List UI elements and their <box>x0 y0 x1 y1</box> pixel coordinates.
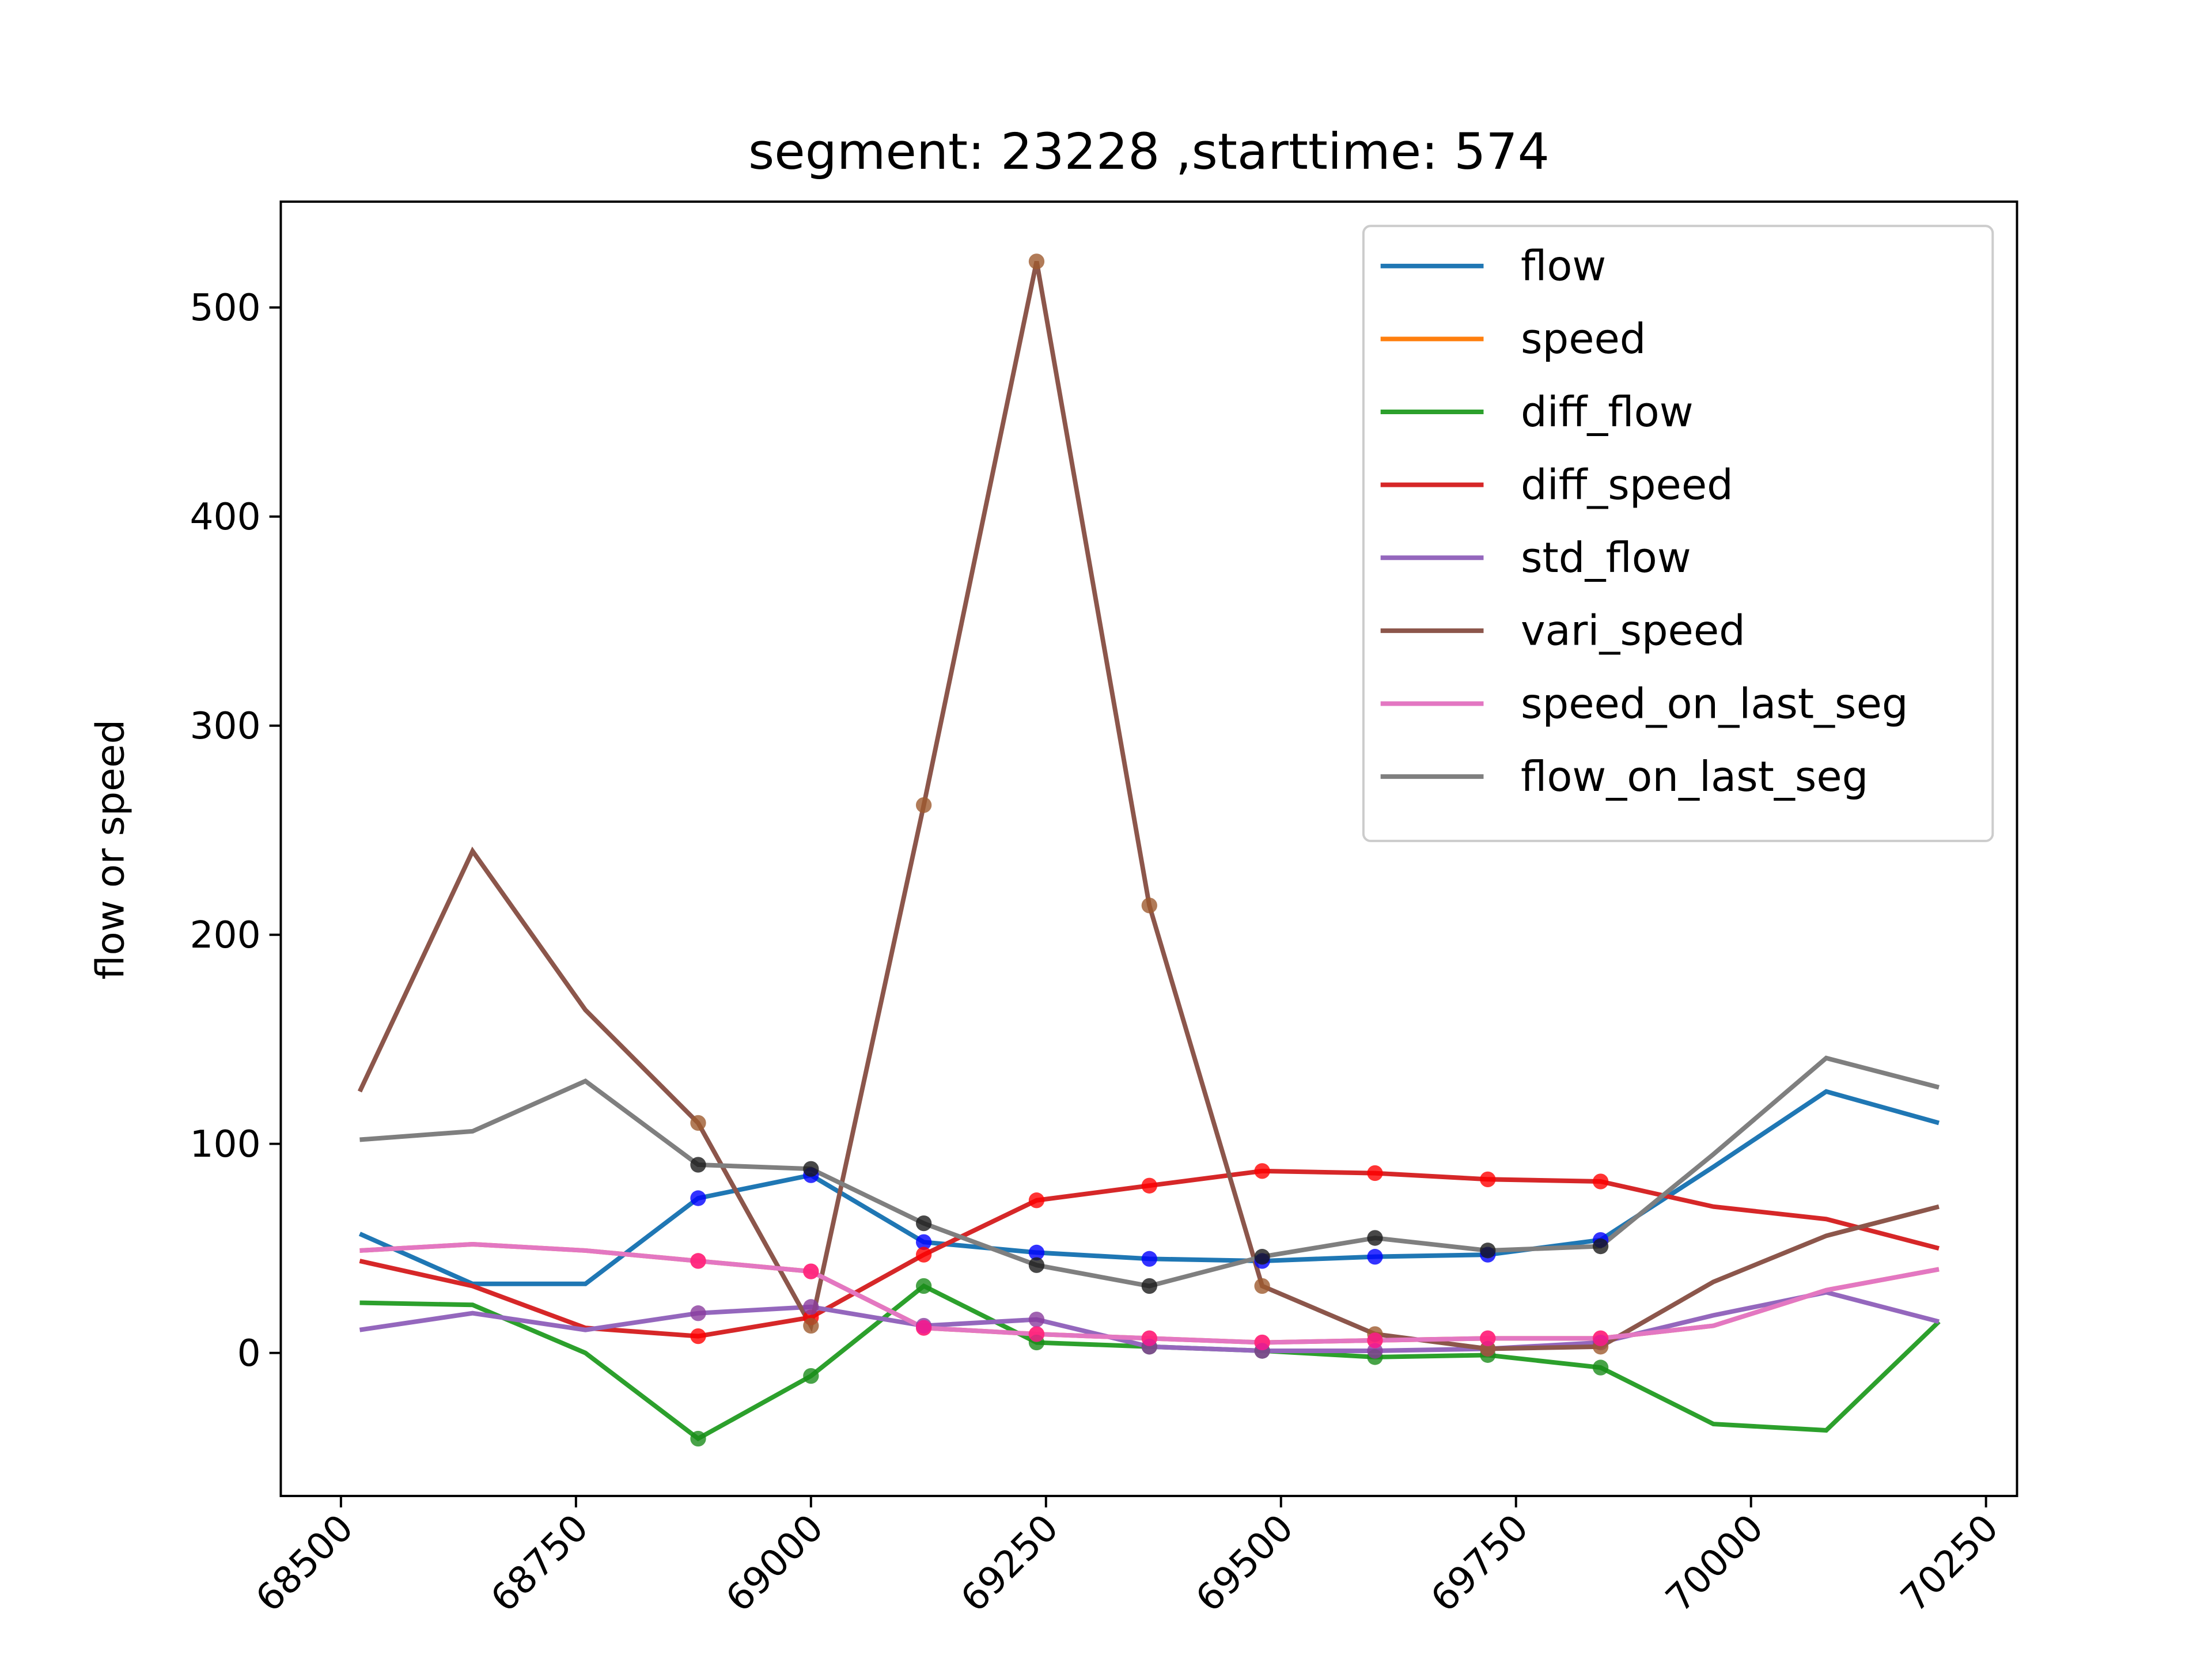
legend-label: diff_speed <box>1521 460 1733 509</box>
point-marker <box>1141 1251 1157 1267</box>
x-tick-label: 70000 <box>1658 1506 1772 1620</box>
point-marker <box>803 1368 819 1384</box>
point-marker <box>1592 1330 1609 1346</box>
x-tick-label: 68750 <box>483 1506 597 1620</box>
point-marker <box>1480 1330 1496 1346</box>
legend-label: vari_speed <box>1521 607 1745 655</box>
point-marker <box>803 1263 819 1279</box>
point-marker <box>1028 1311 1045 1328</box>
x-tick-label: 69250 <box>953 1506 1067 1620</box>
chart-title: segment: 23228 ,starttime: 574 <box>748 123 1550 181</box>
legend-box <box>1362 225 1994 842</box>
point-marker <box>690 1157 706 1173</box>
point-marker <box>915 1278 932 1294</box>
point-marker <box>1028 253 1045 270</box>
point-marker <box>1254 1334 1270 1351</box>
point-marker <box>915 1234 932 1250</box>
point-marker <box>690 1305 706 1321</box>
legend-label: speed <box>1521 315 1646 363</box>
point-marker <box>915 1320 932 1336</box>
legend-label: flow <box>1521 242 1606 290</box>
point-marker <box>690 1430 706 1447</box>
point-marker <box>915 797 932 813</box>
point-marker <box>1367 1165 1383 1181</box>
y-tick-label: 100 <box>190 1123 260 1166</box>
x-tick-label: 69750 <box>1423 1506 1537 1620</box>
series-line <box>359 1283 1941 1442</box>
point-marker <box>1592 1359 1609 1376</box>
y-tick-label: 0 <box>237 1332 261 1375</box>
point-marker <box>1028 1244 1045 1261</box>
y-tick-label: 400 <box>190 495 260 539</box>
x-tick-label: 70250 <box>1893 1506 2007 1620</box>
y-tick-label: 200 <box>190 914 260 957</box>
legend-label: speed_on_last_seg <box>1521 679 1908 728</box>
point-marker <box>1028 1192 1045 1209</box>
point-marker <box>1367 1249 1383 1265</box>
point-marker <box>803 1299 819 1315</box>
point-marker <box>1254 1163 1270 1179</box>
plot-lines <box>357 253 1941 1447</box>
point-marker <box>690 1253 706 1269</box>
point-marker <box>803 1161 819 1177</box>
legend-label: std_flow <box>1521 533 1691 582</box>
point-marker <box>690 1328 706 1344</box>
point-marker <box>1028 1326 1045 1342</box>
point-marker <box>1367 1230 1383 1246</box>
y-tick-label: 300 <box>190 704 260 748</box>
point-marker <box>1141 1278 1157 1294</box>
point-marker <box>915 1215 932 1232</box>
x-tick-label: 69000 <box>718 1506 832 1620</box>
legend-label: flow_on_last_seg <box>1521 752 1868 801</box>
point-marker <box>803 1317 819 1334</box>
point-marker <box>690 1190 706 1206</box>
point-marker <box>1367 1332 1383 1349</box>
point-marker <box>1480 1243 1496 1259</box>
point-marker <box>1028 1257 1045 1273</box>
y-tick-label: 500 <box>190 286 260 329</box>
point-marker <box>1254 1249 1270 1265</box>
y-axis-label: flow or speed <box>88 719 132 980</box>
point-marker <box>1480 1171 1496 1188</box>
plot-frame <box>279 200 2018 1497</box>
point-marker <box>1141 1330 1157 1346</box>
point-marker <box>1592 1238 1609 1255</box>
point-marker <box>1141 897 1157 914</box>
x-tick-label: 69500 <box>1188 1506 1302 1620</box>
legend-label: diff_flow <box>1521 388 1694 436</box>
x-tick-label: 68500 <box>248 1506 362 1620</box>
legend: flow speed diff_flow diff_speed std_flowvari… <box>1362 225 1994 842</box>
point-marker <box>1141 1177 1157 1194</box>
point-marker <box>915 1247 932 1263</box>
point-marker <box>690 1115 706 1131</box>
point-marker <box>1592 1173 1609 1190</box>
point-marker <box>1254 1278 1270 1294</box>
